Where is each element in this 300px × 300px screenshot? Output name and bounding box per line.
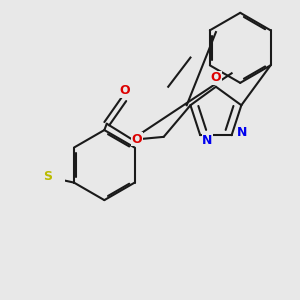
Text: N: N: [237, 126, 247, 139]
Text: S: S: [43, 170, 52, 183]
Text: O: O: [211, 71, 221, 85]
Text: N: N: [202, 134, 213, 146]
Text: O: O: [132, 133, 142, 146]
Text: O: O: [119, 84, 130, 97]
